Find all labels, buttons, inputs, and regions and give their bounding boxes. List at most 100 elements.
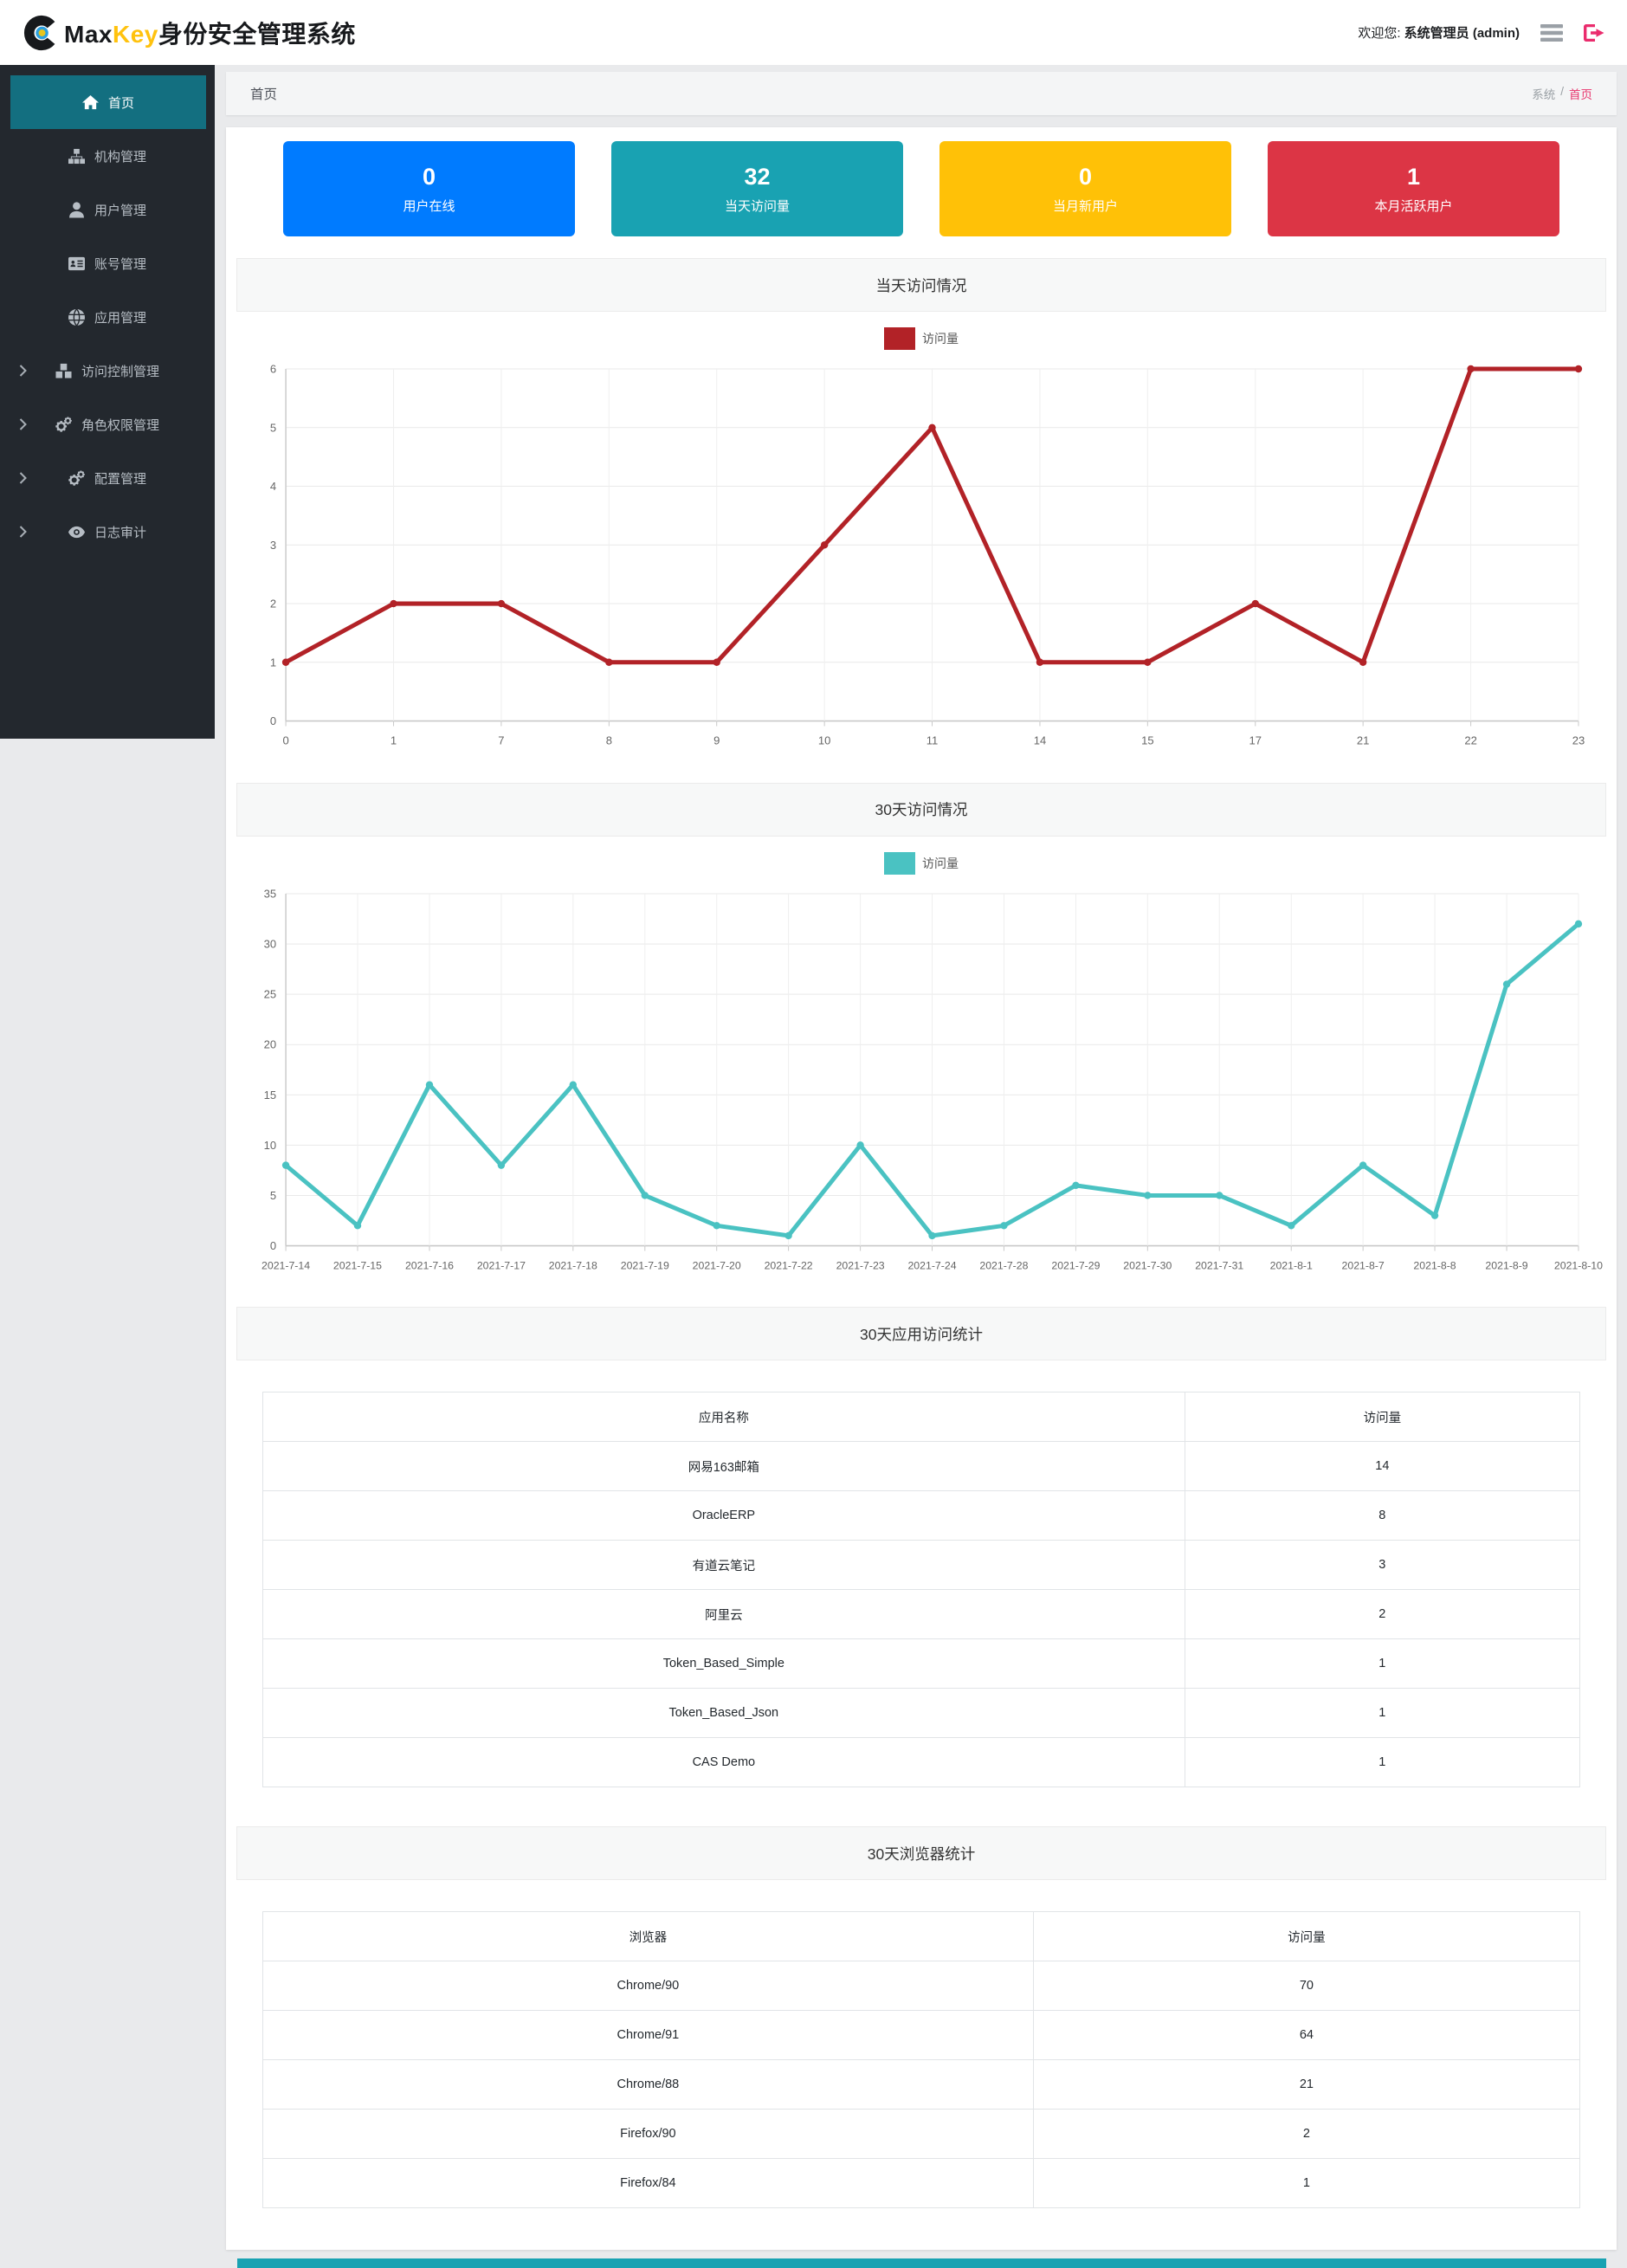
table-cell: 1 (1032, 2158, 1581, 2209)
sidebar-item-user[interactable]: 用户管理 (0, 183, 215, 236)
svg-text:2021-7-18: 2021-7-18 (549, 1259, 597, 1271)
legend-swatch (884, 851, 915, 875)
top-header: MaxKey身份安全管理系统 欢迎您: 系统管理员 (admin) (0, 0, 1627, 65)
brand-link[interactable]: MaxKey身份安全管理系统 (23, 14, 356, 52)
svg-text:2021-7-29: 2021-7-29 (1051, 1259, 1100, 1271)
sidebar-item-home[interactable]: 首页 (10, 75, 206, 129)
svg-text:10: 10 (264, 1138, 276, 1151)
table-row: Firefox/84 1 (262, 2158, 1581, 2209)
eye-icon (68, 524, 85, 540)
stat-card-1: 32 当天访问量 (611, 141, 903, 236)
browser-stats-table: 浏览器 访问量 Chrome/90 70 Chrome/91 64 Chrome/88 21 F… (238, 1911, 1604, 2209)
table-header-row: 应用名称 访问量 (262, 1392, 1581, 1443)
table-cell: 网易163邮箱 (262, 1441, 1185, 1492)
sidebar-item-account[interactable]: 账号管理 (0, 236, 215, 290)
cubes-icon (55, 363, 72, 379)
breadcrumb-root: 系统 (1532, 88, 1556, 101)
svg-text:2021-7-24: 2021-7-24 (907, 1259, 956, 1271)
stat-label: 当月新用户 (1052, 198, 1118, 214)
stat-value: 0 (1078, 163, 1093, 190)
table-cell: 2 (1184, 1589, 1581, 1640)
svg-text:5: 5 (270, 1189, 276, 1202)
sidebar-item-audit[interactable]: 日志审计 (0, 505, 215, 559)
stat-label: 当天访问量 (724, 198, 790, 214)
svg-text:0: 0 (270, 1239, 276, 1252)
breadcrumb-bar: 首页 系统 / 首页 (226, 72, 1617, 115)
chart-legend[interactable]: 访问量 (238, 320, 1604, 357)
svg-text:2021-7-20: 2021-7-20 (693, 1259, 741, 1271)
section-30day-visits: 30天访问情况 访问量 0 5 10 15 20 25 30 35 2021-7-14 2021-… (236, 782, 1606, 1293)
sidebar-item-label: 角色权限管理 (81, 417, 159, 433)
stat-label: 本月活跃用户 (1374, 198, 1453, 214)
chevron-right-icon (19, 526, 27, 538)
data-table: 应用名称 访问量 网易163邮箱 14 OracleERP 8 有道云笔记 3 阿里云 2 Toke… (262, 1392, 1581, 1788)
svg-text:2021-8-10: 2021-8-10 (1554, 1259, 1603, 1271)
logout-icon[interactable] (1584, 23, 1604, 42)
menu-toggle-icon[interactable] (1540, 23, 1563, 42)
section-browser-stats: 30天浏览器统计 浏览器 访问量 Chrome/90 70 Chrome/91 64 Chr… (236, 1826, 1606, 2232)
line-chart-svg: 0 5 10 15 20 25 30 35 2021-7-14 2021-7-15 2021-7-1… (261, 887, 1603, 1271)
sidebar-item-role-permission[interactable]: 角色权限管理 (0, 397, 215, 451)
table-header-cell: 应用名称 (262, 1392, 1185, 1443)
table-row: Token_Based_Json 1 (262, 1688, 1581, 1739)
sidebar-item-org[interactable]: 机构管理 (0, 129, 215, 183)
brand-title: MaxKey身份安全管理系统 (64, 20, 356, 48)
sidebar-item-app[interactable]: 应用管理 (0, 290, 215, 344)
svg-text:0: 0 (270, 714, 276, 727)
table-row: 阿里云 2 (262, 1589, 1581, 1640)
table-cell: 14 (1184, 1441, 1581, 1492)
sidebar-item-label: 应用管理 (94, 310, 146, 326)
sidebar-item-access-control[interactable]: 访问控制管理 (0, 344, 215, 397)
svg-text:2021-7-15: 2021-7-15 (333, 1259, 382, 1271)
svg-text:1: 1 (270, 656, 276, 669)
svg-text:2021-8-8: 2021-8-8 (1413, 1259, 1456, 1271)
chart-legend[interactable]: 访问量 (238, 845, 1604, 882)
table-row: CAS Demo 1 (262, 1737, 1581, 1788)
svg-text:1: 1 (391, 734, 397, 747)
table-row: Token_Based_Simple 1 (262, 1638, 1581, 1690)
table-cell: 1 (1184, 1737, 1581, 1788)
section-title-today-visits: 当天访问情况 (236, 258, 1606, 312)
table-cell: Token_Based_Simple (262, 1638, 1185, 1690)
id-card-icon (68, 255, 85, 272)
stat-card-0: 0 用户在线 (283, 141, 575, 236)
sidebar-item-label: 访问控制管理 (81, 364, 159, 379)
svg-text:14: 14 (1034, 734, 1046, 747)
table-header-cell: 浏览器 (262, 1911, 1034, 1962)
svg-text:5: 5 (270, 421, 276, 434)
stat-label: 用户在线 (403, 198, 455, 214)
sidebar-item-config[interactable]: 配置管理 (0, 451, 215, 505)
svg-text:2021-7-22: 2021-7-22 (765, 1259, 813, 1271)
table-header-row: 浏览器 访问量 (262, 1911, 1581, 1962)
breadcrumb-current[interactable]: 首页 (1569, 88, 1592, 101)
svg-text:2021-8-1: 2021-8-1 (1270, 1259, 1313, 1271)
home-icon (81, 94, 99, 111)
stat-value: 1 (1406, 163, 1421, 190)
table-row: Chrome/90 70 (262, 1961, 1581, 2012)
svg-text:22: 22 (1464, 734, 1476, 747)
svg-text:17: 17 (1249, 734, 1262, 747)
table-row: Chrome/88 21 (262, 2059, 1581, 2110)
svg-text:2021-7-16: 2021-7-16 (405, 1259, 454, 1271)
svg-text:2021-7-19: 2021-7-19 (621, 1259, 669, 1271)
table-cell: 21 (1032, 2059, 1581, 2110)
table-cell: 2 (1032, 2109, 1581, 2160)
table-cell: 70 (1032, 1961, 1581, 2012)
svg-text:0: 0 (282, 734, 288, 747)
table-row: 有道云笔记 3 (262, 1540, 1581, 1591)
table-cell: 8 (1184, 1490, 1581, 1541)
table-cell: Firefox/90 (262, 2109, 1034, 2160)
today-visits-line-chart: 0 1 2 3 4 5 6 0 1 7 8 9 10 11 14 15 17 21 22 23 (238, 357, 1604, 765)
table-cell: 阿里云 (262, 1589, 1185, 1640)
table-cell: CAS Demo (262, 1737, 1185, 1788)
svg-text:8: 8 (606, 734, 612, 747)
table-header-cell: 访问量 (1184, 1392, 1581, 1443)
svg-text:35: 35 (264, 887, 276, 900)
svg-text:21: 21 (1357, 734, 1369, 747)
svg-text:2021-8-9: 2021-8-9 (1485, 1259, 1527, 1271)
globe-icon (68, 308, 85, 326)
svg-text:4: 4 (270, 480, 276, 493)
svg-text:2021-7-30: 2021-7-30 (1123, 1259, 1172, 1271)
sidebar-item-label: 机构管理 (94, 149, 146, 165)
